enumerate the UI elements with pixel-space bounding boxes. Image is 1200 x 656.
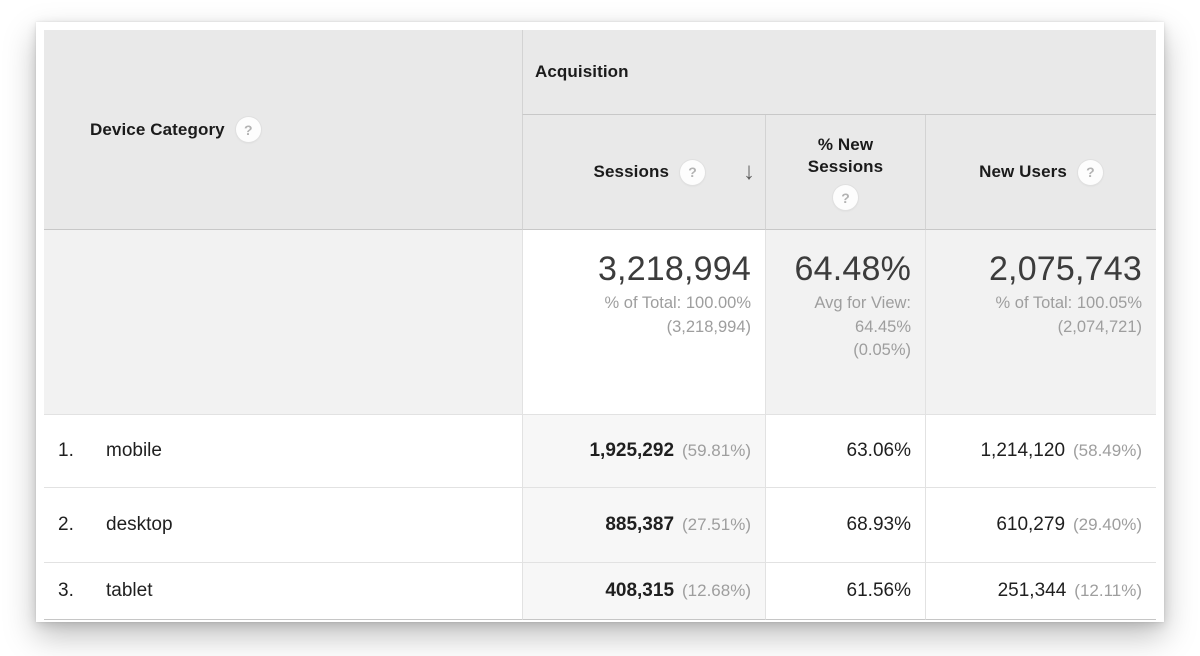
row-index: 2.: [58, 514, 74, 535]
new-users-percent: (29.40%): [1073, 515, 1142, 534]
table-row-new-users-cell: 1,214,120 (58.49%): [925, 415, 1156, 488]
table-row-new-users-cell: 251,344 (12.11%): [925, 563, 1156, 620]
device-category-table: Device Category ? Acquisition Sessions ?…: [44, 30, 1156, 620]
summary-new-sessions-delta: (0.05%): [853, 340, 911, 359]
device-category-link-mobile[interactable]: mobile: [106, 440, 162, 461]
sort-descending-icon[interactable]: ↓: [743, 158, 755, 185]
summary-sessions-subtext: % of Total: 100.00% (3,218,994): [605, 292, 751, 339]
summary-new-sessions-cell: 64.48% Avg for View: 64.45% (0.05%): [765, 230, 925, 415]
summary-new-users-pct-of-total: % of Total: 100.05%: [995, 294, 1142, 313]
summary-new-sessions-value: 64.48%: [794, 250, 911, 288]
new-users-percent: (58.49%): [1073, 441, 1142, 460]
new-users-value: 251,344: [997, 580, 1067, 601]
sessions-percent: (12.68%): [682, 581, 751, 600]
new-sessions-help-icon[interactable]: ?: [833, 185, 858, 211]
new-users-value: 610,279: [996, 514, 1066, 535]
device-category-header-label: Device Category: [90, 119, 225, 139]
table-row-device-cell: 2. desktop: [44, 488, 522, 563]
new-sessions-value: 68.93%: [846, 514, 911, 535]
acquisition-group-header: Acquisition: [522, 30, 1156, 115]
summary-sessions-cell: 3,218,994 % of Total: 100.00% (3,218,994…: [522, 230, 765, 415]
summary-new-users-cell: 2,075,743 % of Total: 100.05% (2,074,721…: [925, 230, 1156, 415]
table-row-new-sessions-cell: 63.06%: [765, 415, 925, 488]
summary-new-users-subtext: % of Total: 100.05% (2,074,721): [996, 292, 1142, 339]
summary-new-sessions-avg-value: 64.45%: [855, 317, 911, 336]
summary-sessions-total-paren: (3,218,994): [666, 317, 751, 336]
summary-sessions-pct-of-total: % of Total: 100.00%: [604, 294, 751, 313]
sessions-value: 1,925,292: [589, 440, 675, 461]
table-row-sessions-cell: 885,387 (27.51%): [522, 488, 765, 563]
table-row-new-sessions-cell: 68.93%: [765, 488, 925, 563]
new-users-value: 1,214,120: [980, 440, 1066, 461]
summary-new-sessions-avg-label: Avg for View:: [814, 294, 911, 313]
sessions-header-label[interactable]: Sessions: [593, 162, 669, 181]
new-users-help-icon[interactable]: ?: [1077, 159, 1103, 185]
summary-device-cell: [44, 230, 522, 415]
acquisition-label: Acquisition: [535, 62, 629, 81]
new-sessions-column-header[interactable]: % New Sessions ?: [765, 115, 925, 230]
device-category-header-cell: Device Category ?: [44, 30, 522, 230]
table-row-sessions-cell: 408,315 (12.68%): [522, 563, 765, 620]
new-users-header-label[interactable]: New Users: [979, 162, 1067, 181]
sessions-value: 885,387: [605, 514, 675, 535]
row-index: 1.: [58, 440, 74, 461]
summary-new-users-total: 2,075,743: [988, 250, 1142, 288]
device-category-help-icon[interactable]: ?: [235, 117, 261, 142]
new-sessions-value: 63.06%: [846, 440, 911, 461]
summary-sessions-total: 3,218,994: [597, 250, 751, 288]
analytics-table-card: Device Category ? Acquisition Sessions ?…: [36, 22, 1164, 622]
new-users-column-header[interactable]: New Users ?: [925, 115, 1156, 230]
sessions-percent: (59.81%): [682, 441, 751, 460]
summary-new-users-total-paren: (2,074,721): [1057, 317, 1142, 336]
row-index: 3.: [58, 580, 74, 601]
device-category-link-desktop[interactable]: desktop: [106, 514, 173, 535]
table-row-new-users-cell: 610,279 (29.40%): [925, 488, 1156, 563]
table-row-sessions-cell: 1,925,292 (59.81%): [522, 415, 765, 488]
table-row-device-cell: 3. tablet: [44, 563, 522, 620]
new-users-percent: (12.11%): [1074, 581, 1142, 600]
device-category-link-tablet[interactable]: tablet: [106, 580, 153, 601]
sessions-value: 408,315: [605, 580, 675, 601]
table-row-device-cell: 1. mobile: [44, 415, 522, 488]
summary-new-sessions-subtext: Avg for View: 64.45% (0.05%): [814, 292, 911, 362]
sessions-help-icon[interactable]: ?: [680, 159, 705, 185]
sessions-percent: (27.51%): [682, 515, 751, 534]
new-sessions-value: 61.56%: [846, 580, 911, 601]
sessions-column-header[interactable]: Sessions ? ↓: [522, 115, 765, 230]
new-sessions-header-label[interactable]: % New Sessions: [807, 134, 884, 176]
table-row-new-sessions-cell: 61.56%: [765, 563, 925, 620]
